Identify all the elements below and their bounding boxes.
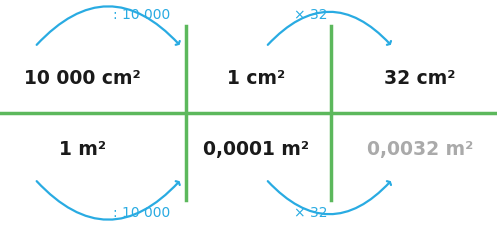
Text: 32 cm²: 32 cm² — [384, 69, 456, 88]
Text: 1 m²: 1 m² — [59, 139, 105, 158]
Text: : 10 000: : 10 000 — [113, 8, 170, 22]
Text: 10 000 cm²: 10 000 cm² — [24, 69, 140, 88]
Text: × 32: × 32 — [294, 205, 328, 219]
Text: : 10 000: : 10 000 — [113, 205, 170, 219]
Text: 1 cm²: 1 cm² — [227, 69, 285, 88]
Text: 0,0032 m²: 0,0032 m² — [367, 139, 473, 158]
Text: × 32: × 32 — [294, 8, 328, 22]
Text: 0,0001 m²: 0,0001 m² — [203, 139, 309, 158]
